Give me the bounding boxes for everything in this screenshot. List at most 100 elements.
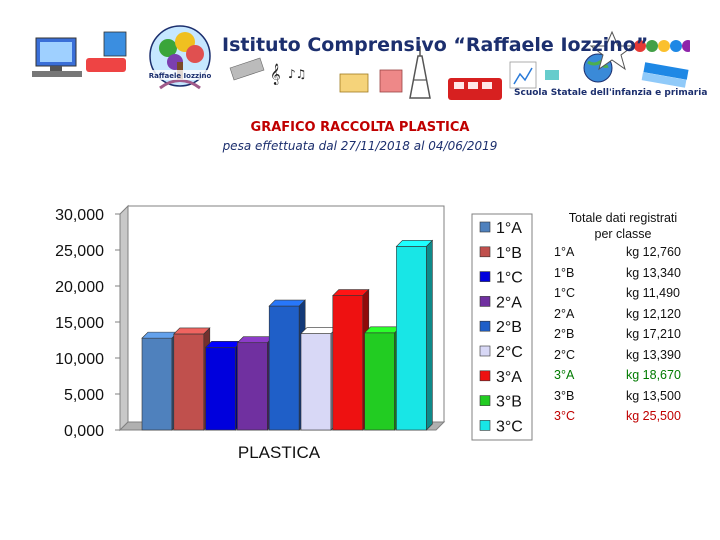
legend-label: 3°A: [496, 369, 522, 386]
legend-label: 1°A: [496, 220, 522, 237]
bar-front: [173, 333, 205, 431]
totals-class: 2°A: [554, 306, 575, 321]
legend-item: 2°B: [479, 319, 522, 336]
totals-row: 1°C kg 11,490: [548, 283, 698, 304]
legend-swatch: [479, 221, 491, 233]
totals-value: kg 12,120: [626, 306, 681, 321]
totals-class: 2°C: [554, 347, 575, 362]
bar: [363, 326, 402, 431]
legend: 1°A 1°B 1°C 2°A 2°B 2°C 3°A 3°B 3°C: [471, 213, 533, 441]
bar-front: [205, 346, 236, 431]
legend-item: 3°B: [479, 394, 522, 411]
x-axis-label: PLASTICA: [238, 443, 321, 462]
legend-label: 1°B: [496, 245, 522, 262]
totals-class: 3°C: [554, 409, 575, 423]
y-axis: 0,000 5,000 10,000 15,000 20,000 25,000 30,000: [55, 207, 121, 440]
totals-class: 2°B: [554, 327, 575, 341]
legend-swatch: [479, 246, 491, 258]
school-subtitle: Scuola Statale dell'infanzia e primaria: [514, 88, 708, 98]
totals-title-line2: per classe: [594, 227, 652, 241]
y-tick-label: 10,000: [55, 351, 104, 368]
legend-item: 1°B: [479, 245, 522, 262]
totals-value: kg 13,340: [626, 265, 681, 280]
svg-text:𝄞: 𝄞: [270, 64, 281, 85]
totals-value: kg 13,500: [626, 388, 681, 403]
bar: [204, 340, 243, 431]
totals-class: 1°B: [554, 265, 575, 280]
legend-label: 2°A: [496, 294, 522, 311]
totals-class: 1°A: [554, 245, 575, 259]
legend-swatch: [479, 420, 491, 431]
totals-value: kg 12,760: [626, 245, 681, 259]
bar-side: [426, 239, 433, 431]
bar: [268, 299, 306, 431]
y-tick-label: 30,000: [55, 207, 104, 224]
legend-item: 3°C: [479, 418, 523, 435]
totals-value: kg 13,390: [626, 347, 681, 362]
legend-item: 1°A: [479, 220, 522, 237]
totals-title-line1: Totale dati registrati: [568, 211, 678, 225]
legend-swatch: [479, 370, 491, 382]
eiffel-tower-icon: [409, 46, 431, 99]
emblem-icon: [589, 30, 635, 71]
totals-row: 1°B kg 13,340: [548, 263, 698, 284]
bar: [173, 327, 211, 431]
totals-value: kg 17,210: [626, 327, 681, 341]
totals-panel: Totale dati registrati per classe 1°A kg …: [548, 210, 698, 427]
y-tick-label: 15,000: [55, 315, 104, 332]
totals-value: kg 18,670: [626, 368, 681, 382]
totals-value: kg 25,500: [626, 409, 681, 423]
legend-swatch: [479, 320, 491, 332]
bar-front: [268, 305, 300, 431]
chart-side-wall: [119, 204, 129, 432]
computer-icon: [32, 31, 127, 77]
y-tick-label: 20,000: [55, 279, 104, 296]
page-title: GRAFICO RACCOLTA PLASTICA: [250, 120, 470, 135]
legend-label: 3°B: [496, 394, 522, 411]
totals-row: 2°A kg 12,120: [548, 304, 698, 325]
legend-label: 2°B: [496, 319, 522, 336]
bars: [141, 239, 434, 431]
y-tick-label: 25,000: [55, 243, 104, 260]
totals-row: 2°B kg 17,210: [548, 324, 698, 345]
bar: [236, 336, 275, 431]
header-banner: Raffaele Iozzino 𝄞 ♪♫: [30, 18, 694, 104]
totals-class: 3°A: [554, 368, 575, 382]
bar-front: [237, 342, 268, 431]
legend-item: 3°A: [479, 369, 522, 386]
legend-swatch: [479, 271, 491, 282]
totals-row: 3°A kg 18,670: [548, 365, 698, 386]
svg-text:♪♫: ♪♫: [288, 67, 306, 81]
legend-item: 2°C: [479, 344, 523, 361]
page-subtitle: pesa effettuata dal 27/11/2018 al 04/06/…: [222, 139, 498, 153]
totals-row: 3°C kg 25,500: [548, 406, 698, 427]
school-logo: Raffaele Iozzino: [149, 25, 211, 90]
legend-label: 3°C: [496, 418, 523, 435]
music-notes-icon: 𝄞 ♪♫: [229, 57, 306, 85]
legend-swatch: [479, 296, 491, 307]
bar-front: [332, 295, 364, 431]
bar-front: [141, 337, 173, 431]
bar: [395, 239, 434, 431]
school-name: Istituto Comprensivo “Raffaele Iozzino”: [222, 34, 649, 56]
legend-item: 1°C: [479, 270, 523, 287]
books-icon: [641, 62, 689, 88]
totals-class: 1°C: [554, 286, 575, 300]
bar: [300, 326, 338, 431]
totals-list: 1°A kg 12,760 1°B kg 13,340 1°C kg 11,490 2°A k…: [548, 242, 698, 427]
totals-row: 1°A kg 12,760: [548, 242, 698, 263]
bar-front: [364, 332, 395, 431]
totals-value: kg 11,490: [626, 286, 680, 300]
totals-row: 2°C kg 13,390: [548, 345, 698, 366]
bar: [332, 288, 370, 431]
totals-row: 3°B kg 13,500: [548, 386, 698, 407]
bar-front: [396, 246, 427, 431]
bar: [141, 331, 179, 431]
legend-label: 1°C: [496, 270, 523, 287]
totals-class: 3°B: [554, 388, 575, 403]
decorative-items: [339, 61, 559, 100]
legend-label: 2°C: [496, 344, 523, 361]
y-tick-label: 0,000: [64, 423, 104, 440]
legend-swatch: [479, 345, 491, 357]
